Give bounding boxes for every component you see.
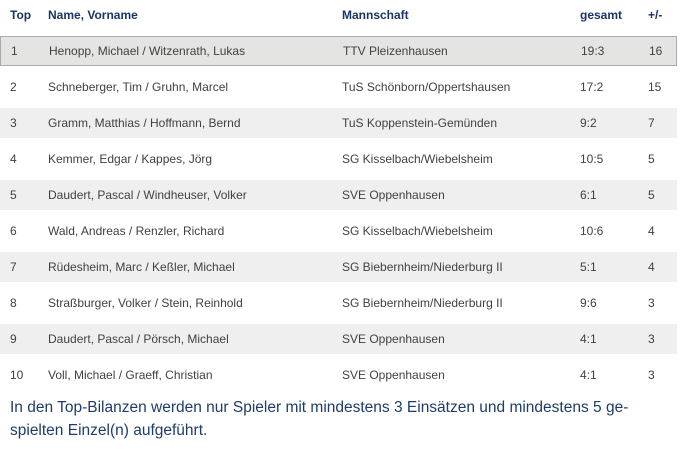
cell-team: SG Biebernheim/Niederburg II: [342, 260, 503, 274]
cell-team: TuS Schönborn/Oppertshausen: [342, 80, 511, 94]
cell-total: 6:1: [580, 188, 597, 202]
column-header-total: gesamt: [580, 8, 623, 22]
column-header-plusminus: +/-: [648, 8, 663, 22]
cell-name: Rüdesheim, Marc / Keßler, Michael: [48, 260, 235, 274]
cell-total: 9:6: [580, 296, 597, 310]
cell-name: Gramm, Matthias / Hoffmann, Bernd: [48, 116, 241, 130]
table-row[interactable]: 4 Kemmer, Edgar / Kappes, Jörg SG Kissel…: [0, 144, 677, 174]
top-balances-table: Top Name, Vorname Mannschaft gesamt +/- …: [0, 0, 683, 390]
cell-plusminus: 16: [649, 44, 663, 58]
footer-note: In den Top-Bilanzen werden nur Spieler m…: [0, 396, 683, 442]
cell-rank: 4: [10, 152, 17, 166]
table-row[interactable]: 5 Daudert, Pascal / Windheuser, Volker S…: [0, 180, 677, 210]
cell-rank: 1: [11, 44, 18, 58]
cell-plusminus: 7: [648, 116, 655, 130]
cell-rank: 9: [10, 332, 17, 346]
cell-total: 5:1: [580, 260, 597, 274]
footer-note-line2: spielten Einzel(n) aufgeführt.: [10, 422, 208, 439]
cell-rank: 5: [10, 188, 17, 202]
cell-team: SG Kisselbach/Wiebelsheim: [342, 224, 493, 238]
cell-total: 9:2: [580, 116, 597, 130]
table-row[interactable]: 3 Gramm, Matthias / Hoffmann, Bernd TuS …: [0, 108, 677, 138]
column-header-top: Top: [10, 8, 32, 22]
table-row[interactable]: 2 Schneberger, Tim / Gruhn, Marcel TuS S…: [0, 72, 677, 102]
table-row[interactable]: 6 Wald, Andreas / Renzler, Richard SG Ki…: [0, 216, 677, 246]
cell-plusminus: 5: [648, 152, 655, 166]
footer-note-line1: In den Top-Bilanzen werden nur Spieler m…: [10, 399, 629, 416]
cell-name: Henopp, Michael / Witzenrath, Lukas: [49, 44, 246, 58]
cell-name: Voll, Michael / Graeff, Christian: [48, 368, 213, 382]
cell-name: Straßburger, Volker / Stein, Reinhold: [48, 296, 243, 310]
cell-team: TTV Pleizenhausen: [343, 44, 448, 58]
cell-total: 10:6: [580, 224, 604, 238]
table-row[interactable]: 7 Rüdesheim, Marc / Keßler, Michael SG B…: [0, 252, 677, 282]
column-header-name: Name, Vorname: [48, 8, 138, 22]
cell-total: 4:1: [580, 368, 597, 382]
cell-rank: 10: [10, 368, 24, 382]
cell-total: 10:5: [580, 152, 604, 166]
cell-name: Wald, Andreas / Renzler, Richard: [48, 224, 225, 238]
cell-team: TuS Koppenstein-Gemünden: [342, 116, 497, 130]
cell-team: SVE Oppenhausen: [342, 188, 445, 202]
table-header-row: Top Name, Vorname Mannschaft gesamt +/-: [0, 0, 677, 36]
table-row[interactable]: 10 Voll, Michael / Graeff, Christian SVE…: [0, 360, 677, 390]
cell-total: 4:1: [580, 332, 597, 346]
cell-rank: 7: [10, 260, 17, 274]
cell-team: SVE Oppenhausen: [342, 368, 445, 382]
table-body: 1 Henopp, Michael / Witzenrath, Lukas TT…: [0, 36, 683, 390]
cell-rank: 8: [10, 296, 17, 310]
cell-name: Daudert, Pascal / Pörsch, Michael: [48, 332, 229, 346]
table-row[interactable]: 1 Henopp, Michael / Witzenrath, Lukas TT…: [0, 36, 677, 66]
cell-rank: 3: [10, 116, 17, 130]
cell-rank: 2: [10, 80, 17, 94]
cell-plusminus: 3: [648, 332, 655, 346]
cell-team: SG Kisselbach/Wiebelsheim: [342, 152, 493, 166]
cell-rank: 6: [10, 224, 17, 238]
cell-name: Schneberger, Tim / Gruhn, Marcel: [48, 80, 229, 94]
cell-plusminus: 4: [648, 260, 655, 274]
cell-plusminus: 4: [648, 224, 655, 238]
cell-team: SVE Oppenhausen: [342, 332, 445, 346]
cell-plusminus: 5: [648, 188, 655, 202]
cell-plusminus: 3: [648, 296, 655, 310]
table-row[interactable]: 9 Daudert, Pascal / Pörsch, Michael SVE …: [0, 324, 677, 354]
cell-total: 19:3: [581, 44, 605, 58]
cell-plusminus: 15: [648, 80, 662, 94]
cell-plusminus: 3: [648, 368, 655, 382]
column-header-team: Mannschaft: [342, 8, 409, 22]
table-row[interactable]: 8 Straßburger, Volker / Stein, Reinhold …: [0, 288, 677, 318]
cell-name: Kemmer, Edgar / Kappes, Jörg: [48, 152, 213, 166]
cell-team: SG Biebernheim/Niederburg II: [342, 296, 503, 310]
cell-name: Daudert, Pascal / Windheuser, Volker: [48, 188, 247, 202]
cell-total: 17:2: [580, 80, 604, 94]
